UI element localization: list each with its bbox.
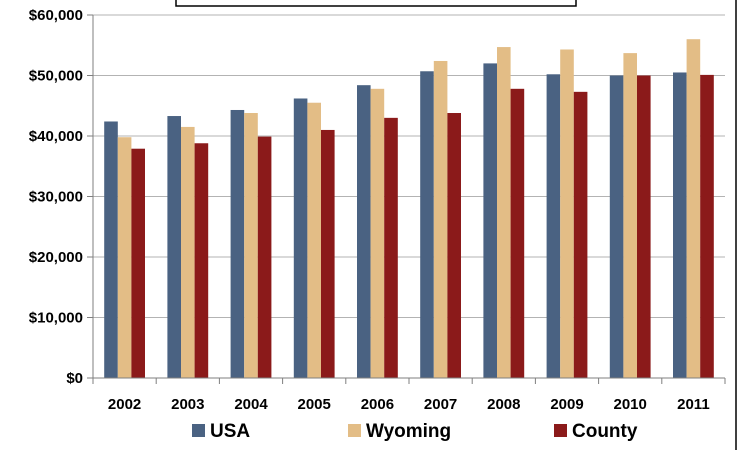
- y-axis-ticks: $0 $10,000 $20,000 $30,000 $40,000 $50,000 $60…: [29, 7, 93, 387]
- y-tick-label: $20,000: [29, 249, 83, 266]
- x-tick-label: 2009: [550, 396, 583, 413]
- y-tick-label: $60,000: [29, 7, 83, 24]
- x-tick-label: 2003: [171, 396, 204, 413]
- bar-wyoming-2011: [686, 39, 701, 378]
- bar-usa-2009: [546, 74, 561, 378]
- x-tick-label: 2002: [108, 396, 141, 413]
- bar-wyoming-2008: [497, 47, 511, 378]
- legend-swatch-county: [554, 424, 567, 437]
- bar-usa-2002: [104, 121, 118, 378]
- y-tick-label: $30,000: [29, 189, 83, 206]
- bar-county-2002: [131, 148, 145, 378]
- legend-swatch-wyoming: [348, 424, 361, 437]
- bar-wyoming-2006: [370, 88, 385, 378]
- bar-county-2010: [637, 75, 651, 378]
- x-tick-label: 2008: [487, 396, 520, 413]
- legend: USA Wyoming County: [192, 421, 638, 442]
- x-tick-label: 2006: [361, 396, 394, 413]
- y-tick-label: $50,000: [29, 68, 83, 85]
- x-tick-label: 2011: [677, 396, 710, 413]
- bar-wyoming-2003: [181, 126, 195, 378]
- bar-usa-2008: [483, 63, 497, 379]
- bar-county-2003: [194, 143, 209, 378]
- bar-county-2008: [510, 88, 525, 378]
- bar-county-2005: [321, 129, 335, 378]
- bar-county-2009: [573, 91, 588, 379]
- legend-swatch-usa: [192, 424, 205, 437]
- bar-usa-2007: [420, 71, 434, 378]
- bar-county-2011: [700, 74, 714, 379]
- x-tick-label: 2007: [424, 396, 457, 413]
- bar-wyoming-2007: [433, 60, 448, 378]
- bar-wyoming-2010: [623, 53, 637, 379]
- x-tick-label: 2010: [614, 396, 647, 413]
- y-tick-label: $0: [66, 370, 83, 387]
- title-box-fragment: [175, 0, 577, 7]
- legend-label-usa: USA: [210, 421, 250, 442]
- bar-county-2007: [447, 113, 461, 378]
- bar-county-2004: [257, 136, 272, 378]
- bar-county-2006: [384, 117, 398, 378]
- bar-usa-2006: [357, 85, 371, 379]
- legend-label-county: County: [572, 421, 638, 442]
- bars: [104, 39, 714, 379]
- y-tick-label: $40,000: [29, 128, 83, 145]
- bar-wyoming-2005: [307, 102, 321, 378]
- x-tick-label: 2004: [234, 396, 268, 413]
- x-axis-ticks: 2002 2003 2004 2005 2006 2007 2008 2009 2010 2011: [92, 378, 726, 413]
- bar-usa-2010: [609, 75, 624, 378]
- x-tick-label: 2005: [298, 396, 331, 413]
- bar-wyoming-2002: [117, 137, 132, 378]
- y-tick-label: $10,000: [29, 310, 83, 327]
- bar-usa-2003: [167, 116, 181, 378]
- bar-usa-2011: [673, 72, 687, 378]
- bar-wyoming-2004: [244, 113, 258, 378]
- legend-label-wyoming: Wyoming: [366, 421, 451, 442]
- bar-wyoming-2009: [560, 49, 574, 379]
- bar-usa-2004: [230, 109, 245, 379]
- bar-usa-2005: [293, 98, 308, 379]
